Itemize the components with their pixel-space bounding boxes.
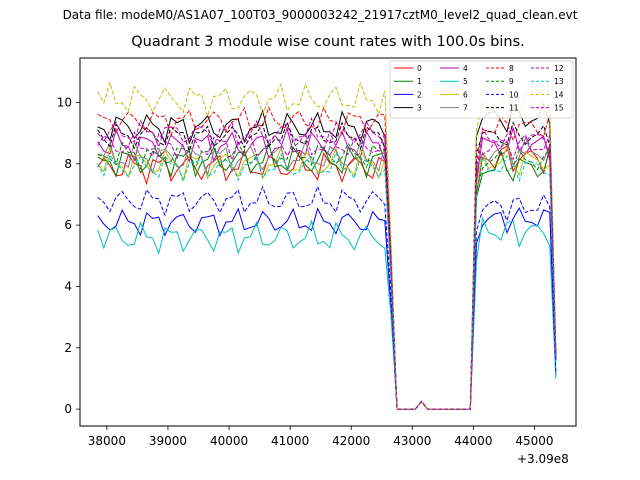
- series-line-3: [97, 102, 557, 410]
- series-line-2: [97, 206, 557, 410]
- y-tick-label: 10: [57, 95, 72, 109]
- y-tick-label: 6: [64, 218, 72, 232]
- legend-label-0: 0: [417, 64, 422, 73]
- legend-label-4: 4: [463, 64, 468, 73]
- chart-title: Quadrant 3 module wise count rates with …: [131, 34, 525, 50]
- data-file-label: Data file: modeM0/AS1A07_100T03_90000032…: [62, 8, 578, 22]
- legend-label-6: 6: [463, 90, 468, 99]
- axis-ticks: 38000 39000 40000 41000 42000 43000 44000 45000…: [57, 95, 554, 448]
- x-tick-label: 38000: [88, 434, 126, 448]
- x-tick-label: 43000: [393, 434, 431, 448]
- series-line-9: [97, 138, 557, 410]
- series-line-14: [97, 80, 557, 410]
- series-line-13: [97, 150, 557, 410]
- x-tick-label: 45000: [515, 434, 553, 448]
- legend-label-7: 7: [463, 104, 468, 113]
- x-tick-label: 44000: [454, 434, 492, 448]
- y-tick-label: 8: [64, 157, 72, 171]
- y-tick-label: 0: [64, 402, 72, 416]
- legend-label-12: 12: [554, 64, 564, 73]
- legend-label-2: 2: [417, 90, 422, 99]
- legend-label-8: 8: [509, 64, 514, 73]
- x-tick-label: 39000: [149, 434, 187, 448]
- legend-label-15: 15: [554, 104, 564, 113]
- legend-label-13: 13: [554, 77, 564, 86]
- series-line-15: [97, 129, 557, 410]
- legend-box: [389, 60, 574, 119]
- plot-lines: [97, 80, 557, 410]
- x-offset-label: +3.09e8: [517, 452, 569, 466]
- series-line-1: [97, 141, 557, 410]
- legend-label-5: 5: [463, 77, 468, 86]
- legend-label-3: 3: [417, 104, 422, 113]
- x-tick-label: 40000: [210, 434, 248, 448]
- legend-label-1: 1: [417, 77, 422, 86]
- series-line-5: [97, 216, 557, 410]
- legend-label-14: 14: [554, 90, 564, 99]
- series-line-7: [97, 136, 557, 410]
- series-line-4: [97, 126, 557, 410]
- series-line-6: [97, 145, 557, 410]
- x-tick-label: 41000: [271, 434, 309, 448]
- series-line-10: [97, 185, 557, 410]
- series-line-8: [97, 105, 557, 410]
- y-tick-label: 4: [64, 279, 72, 293]
- legend-label-9: 9: [509, 77, 514, 86]
- y-tick-label: 2: [64, 341, 72, 355]
- series-line-0: [97, 145, 557, 410]
- legend-label-11: 11: [509, 104, 519, 113]
- legend-label-10: 10: [509, 90, 519, 99]
- axes-frame: [79, 57, 577, 427]
- x-tick-label: 42000: [332, 434, 370, 448]
